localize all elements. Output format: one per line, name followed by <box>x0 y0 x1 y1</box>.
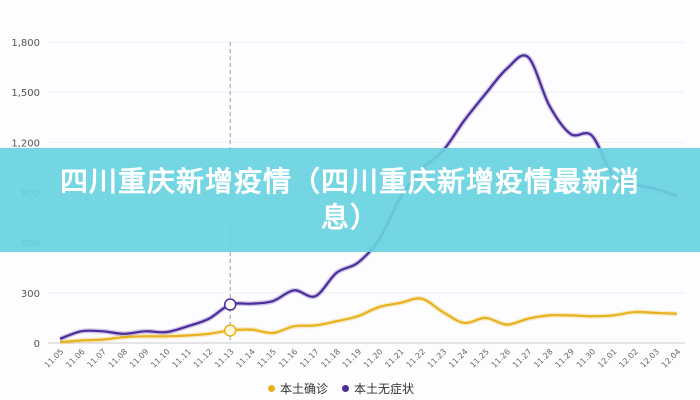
banner-title: 四川重庆新增疫情（四川重庆新增疫情最新消息） <box>59 165 640 234</box>
title-banner: 四川重庆新增疫情（四川重庆新增疫情最新消息） <box>0 148 700 252</box>
y-tick-label: 1,200 <box>11 138 40 149</box>
x-tick-label: 12.03 <box>639 347 662 370</box>
y-tick-label: 1,500 <box>11 88 40 99</box>
series-line[interactable] <box>59 54 678 340</box>
x-tick-label: 11.06 <box>64 347 87 370</box>
x-tick-label: 11.27 <box>511 347 534 370</box>
x-tick-label: 11.18 <box>319 347 342 370</box>
x-tick-label: 11.13 <box>213 347 236 370</box>
y-tick-label: 300 <box>21 289 40 300</box>
x-tick-label: 11.14 <box>234 347 257 370</box>
legend-label: 本土无症状 <box>354 382 415 396</box>
x-tick-label: 11.08 <box>107 347 130 370</box>
x-tick-label: 11.21 <box>383 347 406 370</box>
series-line[interactable] <box>59 297 678 344</box>
x-tick-label: 11.11 <box>171 347 194 370</box>
data-point-marker[interactable] <box>223 324 237 337</box>
x-tick-label: 11.07 <box>85 347 108 370</box>
x-tick-label: 11.23 <box>426 347 449 370</box>
y-tick-label: 1,800 <box>11 38 40 49</box>
highlight-markers[interactable] <box>223 298 237 337</box>
x-tick-label: 11.20 <box>362 347 385 370</box>
x-tick-label: 11.19 <box>341 347 364 370</box>
x-tick-label: 12.04 <box>660 347 683 370</box>
x-tick-label: 11.25 <box>468 347 491 370</box>
x-tick-label: 11.22 <box>405 347 428 370</box>
x-axis: 11.0511.0611.0711.0811.0911.1011.1111.12… <box>43 347 683 370</box>
data-point-marker[interactable] <box>223 298 237 311</box>
x-tick-label: 11.17 <box>298 347 321 370</box>
x-tick-label: 11.26 <box>490 347 513 370</box>
legend-dot-icon <box>342 385 350 392</box>
x-tick-label: 11.15 <box>256 347 279 370</box>
x-tick-label: 11.16 <box>277 347 300 370</box>
x-tick-label: 12.02 <box>617 347 640 370</box>
x-tick-label: 11.24 <box>447 347 470 370</box>
x-tick-label: 11.30 <box>575 347 598 370</box>
x-tick-label: 11.29 <box>553 347 576 370</box>
x-tick-label: 11.05 <box>43 347 66 370</box>
legend-dot-icon <box>268 385 275 392</box>
legend-label: 本土确诊 <box>280 382 329 396</box>
x-tick-label: 11.12 <box>192 347 215 370</box>
legend-item-asymptomatic[interactable]: 本土无症状 <box>342 380 414 397</box>
x-tick-label: 11.10 <box>149 347 172 370</box>
legend-item-confirmed[interactable]: 本土确诊 <box>268 380 328 397</box>
chart-legend: 本土确诊 本土无症状 <box>268 380 414 397</box>
x-tick-label: 12.01 <box>596 347 619 370</box>
y-tick-label: 0 <box>34 339 40 350</box>
chart-series[interactable] <box>59 52 678 345</box>
x-tick-label: 11.28 <box>532 347 555 370</box>
x-tick-label: 11.09 <box>128 347 151 370</box>
